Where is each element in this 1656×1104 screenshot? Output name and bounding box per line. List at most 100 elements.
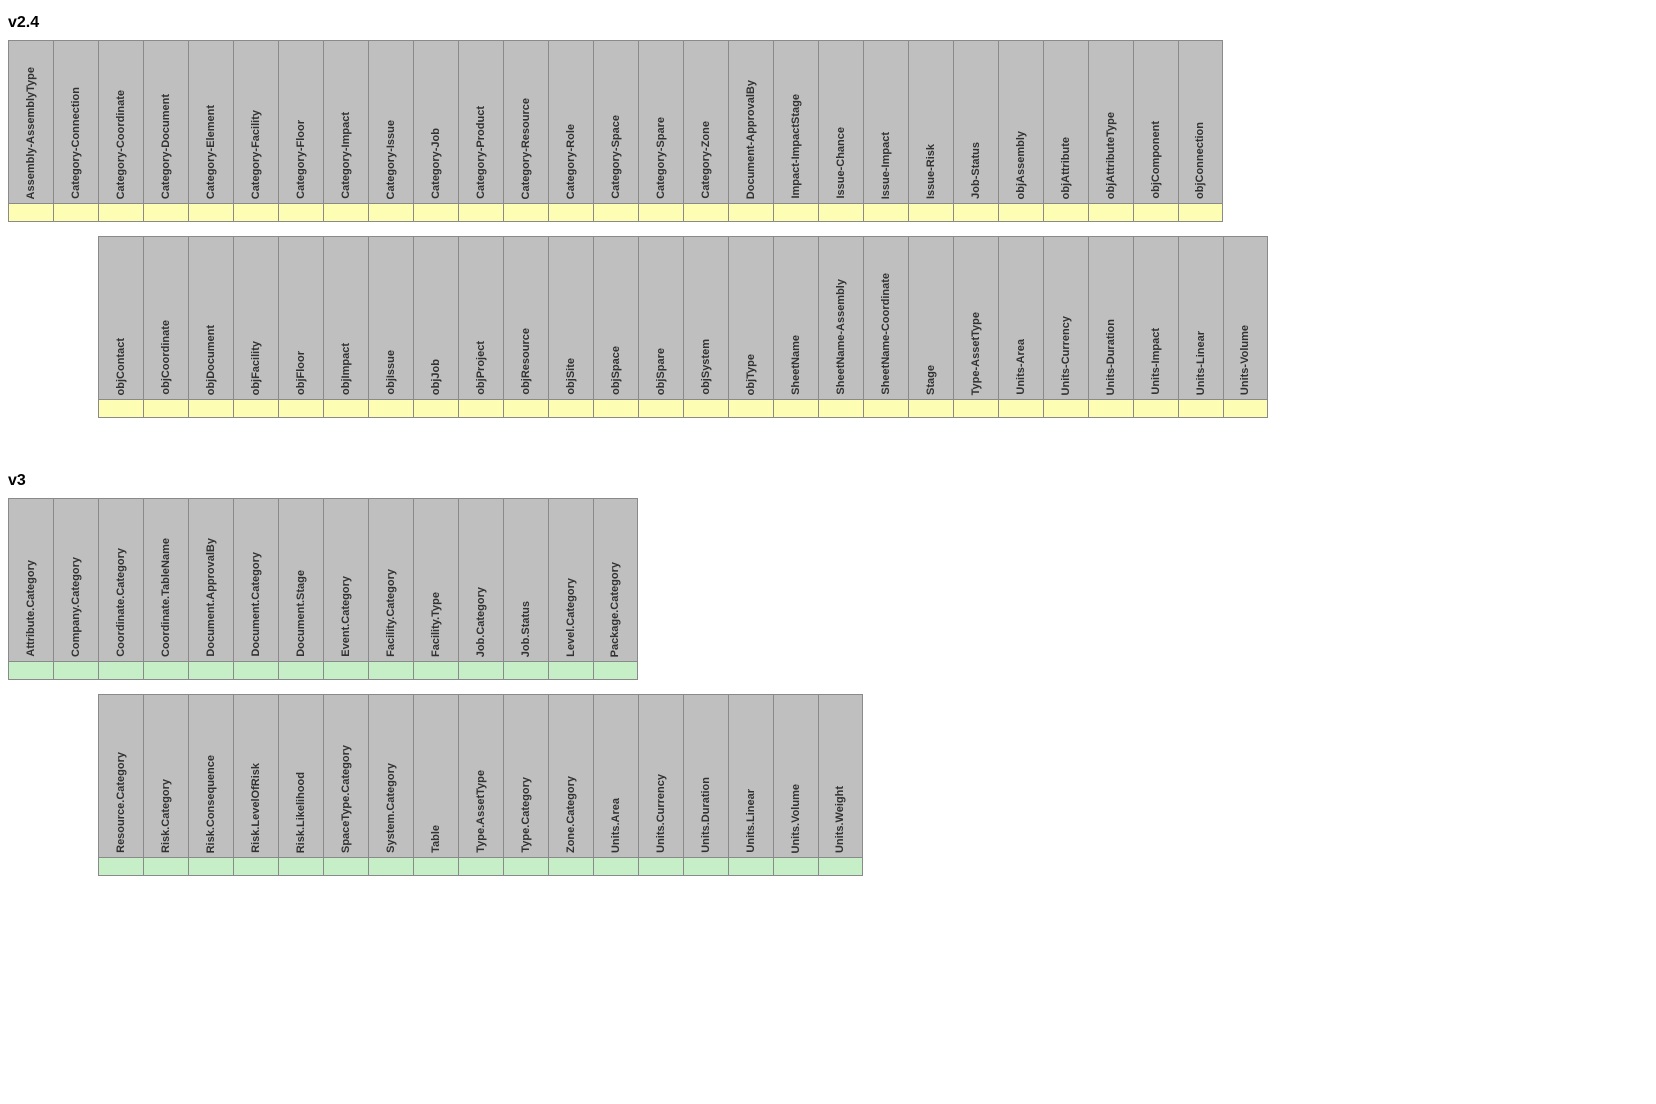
column-cell: Table: [413, 694, 458, 876]
column-cell: Coordinate.TableName: [143, 498, 188, 680]
column-cell: Units-Volume: [1223, 236, 1268, 418]
column-cell: Document.Stage: [278, 498, 323, 680]
column-strip: [368, 400, 413, 418]
column-cell: SpaceType.Category: [323, 694, 368, 876]
column-cell: objFloor: [278, 236, 323, 418]
column-label: objType: [746, 354, 757, 395]
column-label: Event.Category: [341, 576, 352, 657]
column-cell: objSpare: [638, 236, 683, 418]
column-strip: [1223, 400, 1268, 418]
column-cell: Category-Coordinate: [98, 40, 143, 222]
column-cell: Units-Currency: [1043, 236, 1088, 418]
column-label: Category-Coordinate: [116, 90, 127, 199]
column-strip: [233, 858, 278, 876]
column-strip: [368, 662, 413, 680]
column-label: Risk.Category: [161, 779, 172, 853]
column-cell: Units-Duration: [1088, 236, 1133, 418]
column-cell: Category-Role: [548, 40, 593, 222]
column-label: Issue-Impact: [881, 132, 892, 199]
column-cell: Package.Category: [593, 498, 638, 680]
column-strip: [323, 858, 368, 876]
column-cell: objAttribute: [1043, 40, 1088, 222]
column-label: objResource: [521, 328, 532, 395]
column-cell: Issue-Impact: [863, 40, 908, 222]
column-cell: Type.Category: [503, 694, 548, 876]
column-cell: Attribute.Category: [8, 498, 53, 680]
column-label: Units-Duration: [1106, 319, 1117, 395]
column-label: Type-AssetType: [971, 312, 982, 395]
column-label: objAttributeType: [1106, 112, 1117, 199]
column-label: objSpare: [656, 348, 667, 395]
column-label: SheetName: [791, 335, 802, 395]
column-cell: Category-Spare: [638, 40, 683, 222]
column-label: Type.Category: [521, 777, 532, 853]
column-cell: Category-Space: [593, 40, 638, 222]
column-label: Document.Stage: [296, 570, 307, 657]
column-cell: Units.Volume: [773, 694, 818, 876]
column-cell: Units-Impact: [1133, 236, 1178, 418]
column-cell: objAttributeType: [1088, 40, 1133, 222]
column-label: Company.Category: [71, 557, 82, 657]
column-label: Job.Category: [476, 587, 487, 657]
column-label: Impact-ImpactStage: [791, 94, 802, 199]
column-label: objImpact: [341, 343, 352, 395]
column-cell: Issue-Chance: [818, 40, 863, 222]
column-label: Job.Status: [521, 601, 532, 657]
column-strip: [1178, 204, 1223, 222]
column-label: objSpace: [611, 346, 622, 395]
column-label: Attribute.Category: [26, 560, 37, 657]
column-label: Stage: [926, 365, 937, 395]
column-strip: [998, 204, 1043, 222]
column-cell: objProject: [458, 236, 503, 418]
column-cell: objSystem: [683, 236, 728, 418]
column-label: Risk.Likelihood: [296, 772, 307, 853]
column-label: objDocument: [206, 325, 217, 395]
column-label: SheetName-Assembly: [836, 279, 847, 395]
column-strip: [53, 204, 98, 222]
column-strip: [818, 400, 863, 418]
column-label: Units-Currency: [1061, 316, 1072, 395]
column-cell: Risk.LevelOfRisk: [233, 694, 278, 876]
column-strip: [188, 662, 233, 680]
column-strip: [1133, 204, 1178, 222]
column-label: SheetName-Coordinate: [881, 273, 892, 395]
column-strip: [638, 858, 683, 876]
column-cell: objIssue: [368, 236, 413, 418]
row: Assembly-AssemblyTypeCategory-Connection…: [8, 40, 1648, 222]
column-label: Category-Issue: [386, 120, 397, 199]
column-strip: [458, 858, 503, 876]
column-strip: [278, 662, 323, 680]
column-strip: [98, 204, 143, 222]
column-strip: [728, 400, 773, 418]
column-cell: Facility.Category: [368, 498, 413, 680]
column-strip: [503, 858, 548, 876]
column-strip: [458, 662, 503, 680]
column-cell: objImpact: [323, 236, 368, 418]
column-label: Document.ApprovalBy: [206, 538, 217, 657]
column-strip: [863, 204, 908, 222]
column-strip: [548, 400, 593, 418]
column-cell: Type-AssetType: [953, 236, 998, 418]
column-strip: [188, 204, 233, 222]
column-strip: [233, 662, 278, 680]
column-strip: [593, 204, 638, 222]
column-label: Category-Facility: [251, 110, 262, 199]
column-strip: [323, 662, 368, 680]
column-strip: [683, 858, 728, 876]
column-cell: Units.Duration: [683, 694, 728, 876]
column-strip: [548, 204, 593, 222]
column-strip: [908, 400, 953, 418]
column-cell: Document.ApprovalBy: [188, 498, 233, 680]
column-cell: Risk.Consequence: [188, 694, 233, 876]
column-strip: [593, 400, 638, 418]
column-strip: [233, 204, 278, 222]
column-strip: [908, 204, 953, 222]
column-strip: [503, 400, 548, 418]
column-strip: [98, 400, 143, 418]
column-label: objCoordinate: [161, 320, 172, 395]
column-cell: Category-Element: [188, 40, 233, 222]
column-cell: Category-Job: [413, 40, 458, 222]
column-strip: [728, 204, 773, 222]
column-strip: [638, 400, 683, 418]
column-label: Units.Duration: [701, 777, 712, 853]
